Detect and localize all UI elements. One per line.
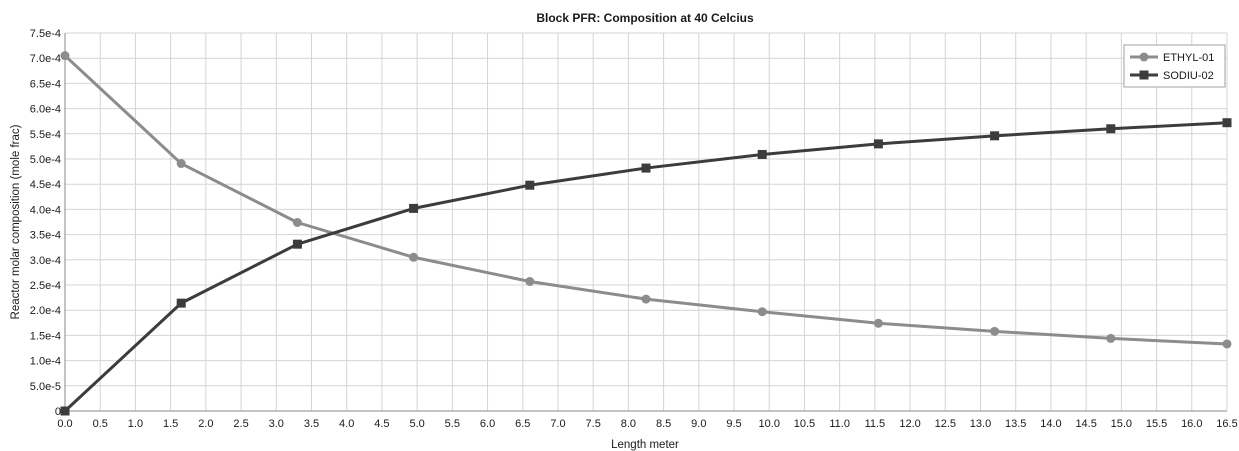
legend-marker-square — [1140, 71, 1149, 80]
data-point-ethyl-01 — [1106, 334, 1115, 343]
y-tick-label: 7.5e-4 — [30, 28, 61, 40]
x-tick-label: 2.5 — [233, 418, 248, 430]
x-tick-label: 14.5 — [1075, 418, 1096, 430]
y-tick-label: 3.5e-4 — [30, 230, 61, 242]
x-tick-label: 12.5 — [935, 418, 956, 430]
y-tick-label: 1.5e-4 — [30, 330, 61, 342]
y-tick-label: 5.0e-4 — [30, 154, 61, 166]
data-point-ethyl-01 — [758, 307, 767, 316]
y-tick-label: 4.0e-4 — [30, 204, 61, 216]
data-point-sodiu-02 — [409, 204, 418, 213]
legend: ETHYL-01 SODIU-02 — [1124, 45, 1225, 87]
x-tick-label: 4.5 — [374, 418, 389, 430]
x-tick-label: 8.0 — [621, 418, 636, 430]
x-tick-label: 3.0 — [269, 418, 284, 430]
x-tick-label: 16.5 — [1216, 418, 1237, 430]
x-tick-label: 0.5 — [93, 418, 108, 430]
x-tick-label: 6.0 — [480, 418, 495, 430]
y-axis-label: Reactor molar composition (mole frac) — [10, 124, 22, 319]
data-point-sodiu-02 — [293, 240, 302, 249]
x-tick-label: 13.5 — [1005, 418, 1026, 430]
x-tick-label: 9.5 — [726, 418, 741, 430]
x-tick-label: 5.0 — [409, 418, 424, 430]
data-point-sodiu-02 — [61, 407, 70, 416]
x-tick-label: 1.5 — [163, 418, 178, 430]
y-tick-label: 6.0e-4 — [30, 104, 61, 116]
x-tick-label: 11.5 — [865, 418, 886, 430]
x-tick-label: 3.5 — [304, 418, 319, 430]
data-point-ethyl-01 — [874, 319, 883, 328]
x-tick-label: 2.0 — [198, 418, 213, 430]
data-point-ethyl-01 — [642, 295, 651, 304]
data-point-ethyl-01 — [1223, 339, 1232, 348]
data-point-sodiu-02 — [177, 299, 186, 308]
x-tick-label: 16.0 — [1181, 418, 1202, 430]
x-tick-label: 14.0 — [1040, 418, 1061, 430]
data-point-sodiu-02 — [874, 139, 883, 148]
y-tick-label: 5.0e-5 — [30, 381, 61, 393]
y-tick-label: 2.0e-4 — [30, 305, 61, 317]
data-point-ethyl-01 — [409, 253, 418, 262]
legend-label: ETHYL-01 — [1163, 52, 1214, 64]
x-tick-label: 13.0 — [970, 418, 991, 430]
data-point-ethyl-01 — [525, 277, 534, 286]
x-tick-label: 15.0 — [1111, 418, 1132, 430]
data-point-ethyl-01 — [177, 159, 186, 168]
y-tick-label: 3.0e-4 — [30, 255, 61, 267]
y-tick-label: 1.0e-4 — [30, 356, 61, 368]
data-point-sodiu-02 — [758, 150, 767, 159]
x-tick-label: 1.0 — [128, 418, 143, 430]
y-tick-label: 5.5e-4 — [30, 129, 61, 141]
data-point-sodiu-02 — [990, 131, 999, 140]
y-tick-label: 4.5e-4 — [30, 179, 61, 191]
data-point-sodiu-02 — [1106, 124, 1115, 133]
x-tick-label: 0.0 — [57, 418, 72, 430]
x-tick-label: 7.0 — [550, 418, 565, 430]
x-tick-label: 10.5 — [794, 418, 815, 430]
legend-marker-circle — [1140, 53, 1149, 62]
x-tick-label: 9.0 — [691, 418, 706, 430]
x-tick-label: 8.5 — [656, 418, 671, 430]
data-point-ethyl-01 — [990, 327, 999, 336]
data-point-ethyl-01 — [293, 218, 302, 227]
x-tick-label: 4.0 — [339, 418, 354, 430]
chart-title: Block PFR: Composition at 40 Celcius — [536, 11, 754, 25]
y-tick-label: 7.0e-4 — [30, 53, 61, 65]
x-tick-label: 6.5 — [515, 418, 530, 430]
data-point-sodiu-02 — [1223, 118, 1232, 127]
x-tick-label: 11.0 — [829, 418, 850, 430]
legend-label: SODIU-02 — [1163, 70, 1214, 82]
data-point-sodiu-02 — [525, 181, 534, 190]
data-point-ethyl-01 — [61, 51, 70, 60]
x-tick-label: 12.0 — [899, 418, 920, 430]
y-tick-label: 6.5e-4 — [30, 78, 61, 90]
x-tick-label: 10.0 — [759, 418, 780, 430]
x-tick-label: 15.5 — [1146, 418, 1167, 430]
y-tick-label: 2.5e-4 — [30, 280, 61, 292]
x-tick-label: 5.5 — [445, 418, 460, 430]
x-tick-label: 7.5 — [586, 418, 601, 430]
y-tick-label: 0 — [55, 406, 61, 418]
data-point-sodiu-02 — [642, 164, 651, 173]
x-axis-label: Length meter — [611, 439, 679, 451]
